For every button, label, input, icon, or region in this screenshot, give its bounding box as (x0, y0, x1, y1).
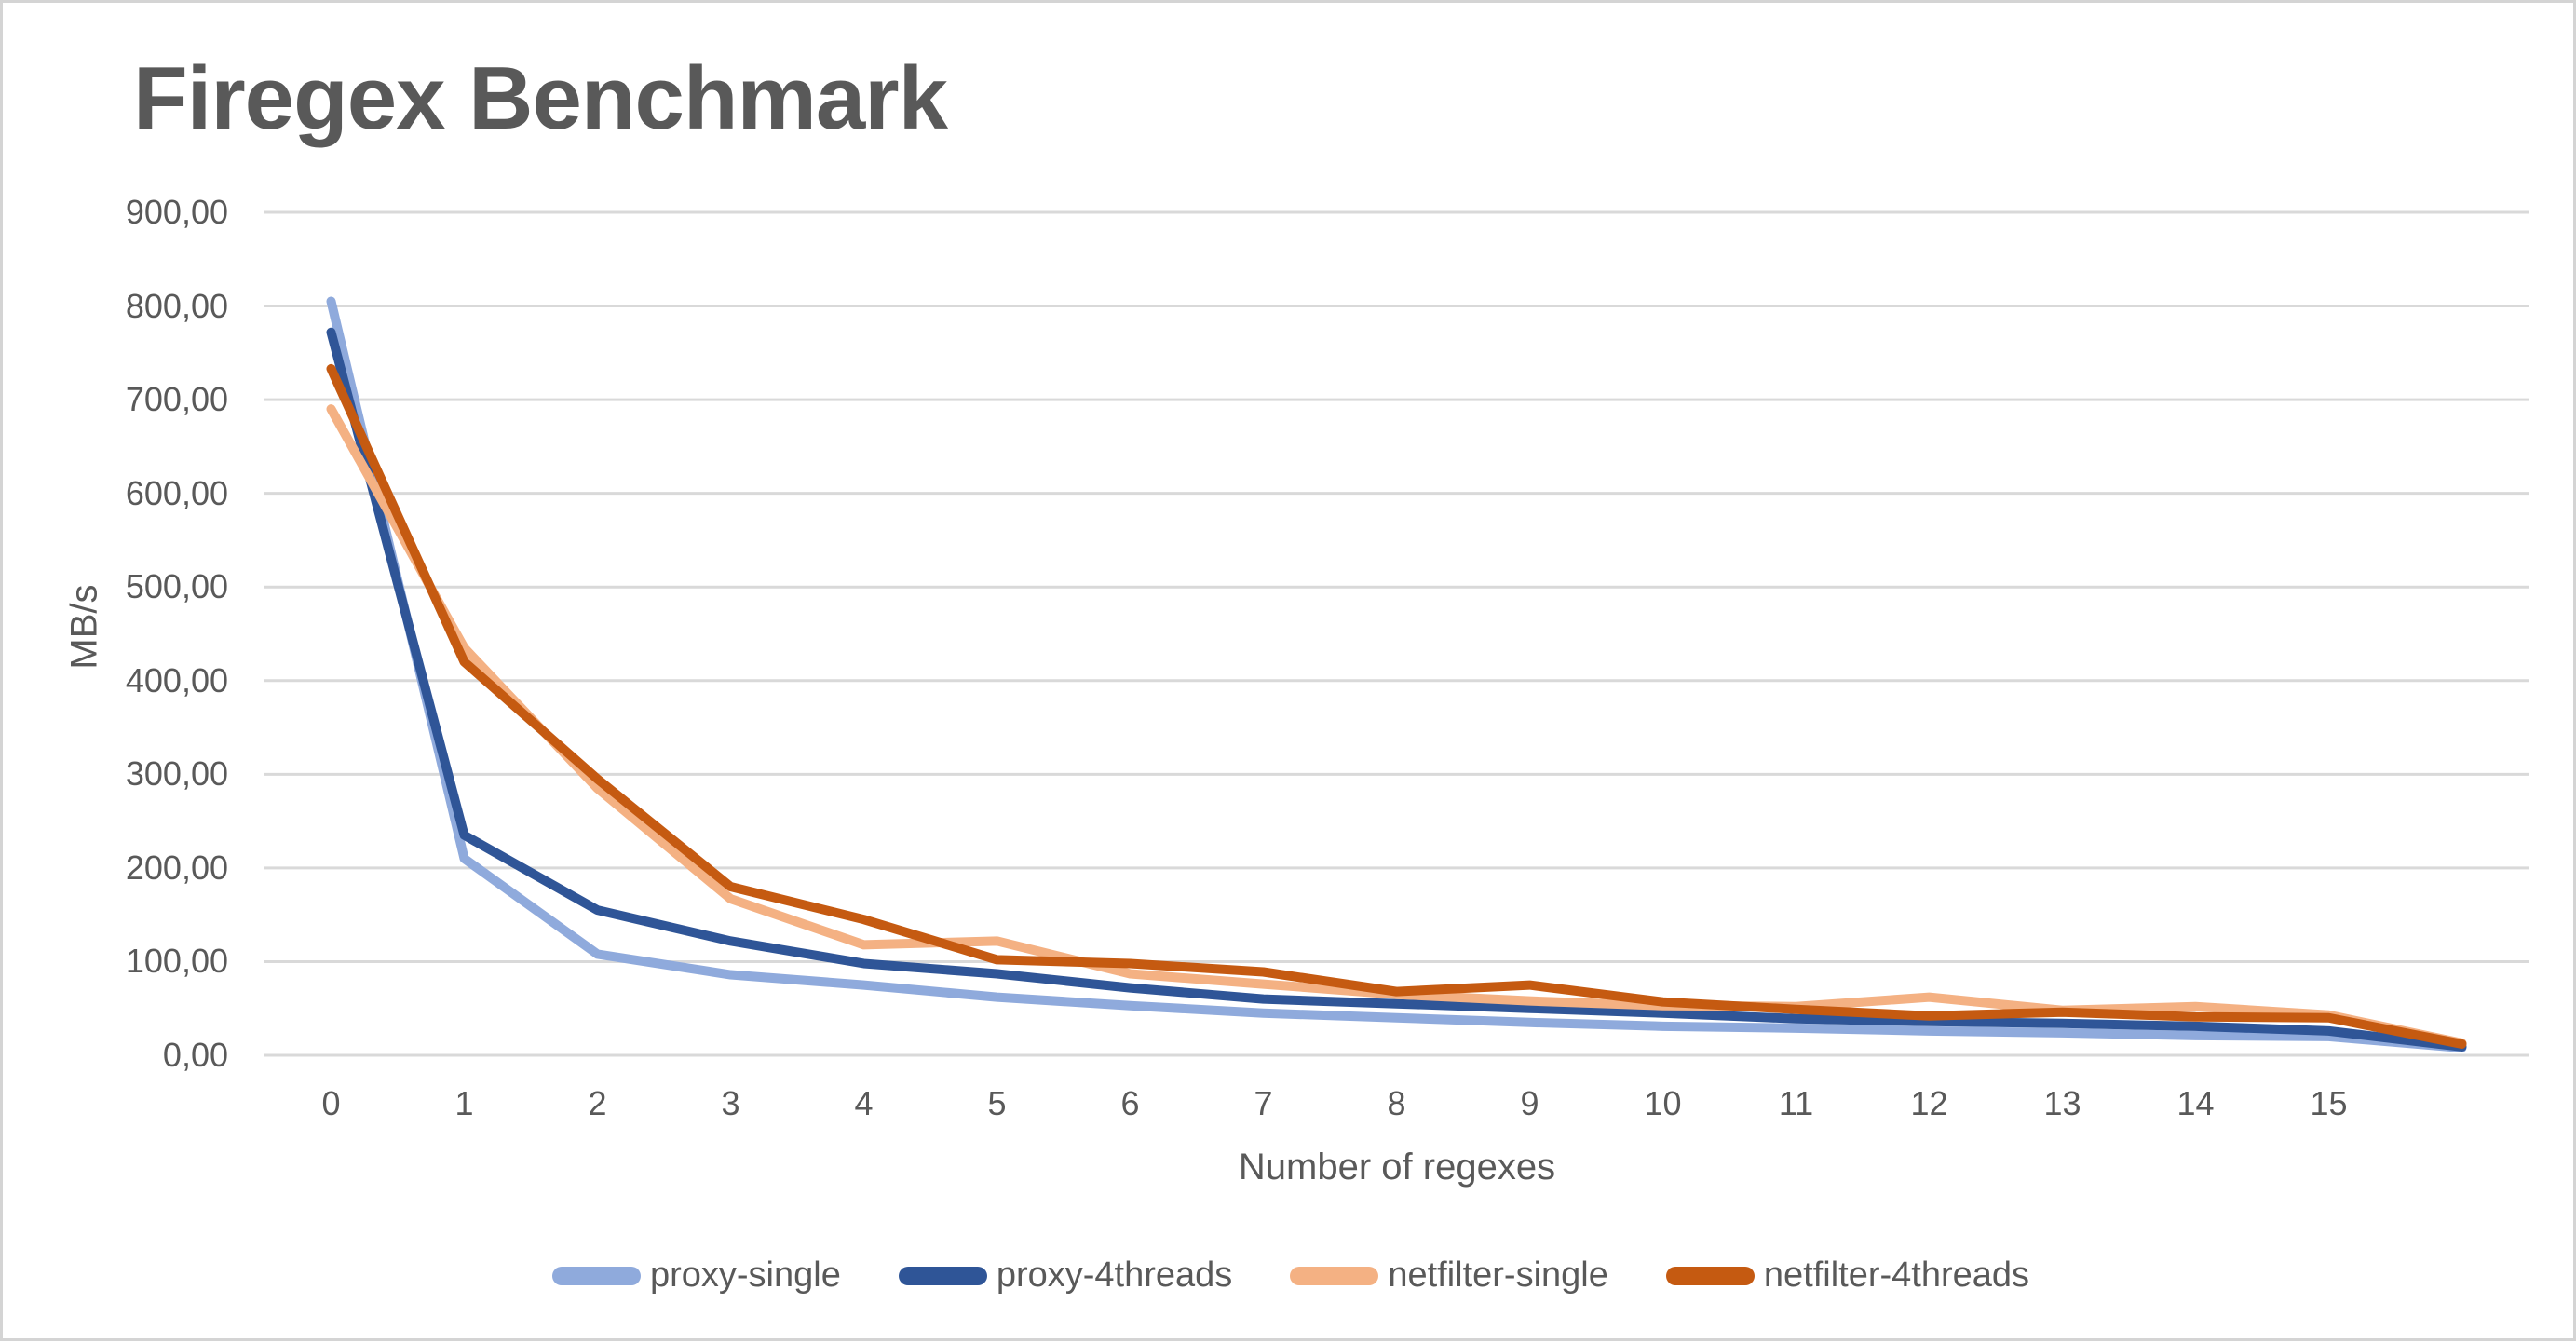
x-tick-label: 14 (2176, 1084, 2215, 1122)
plot-area (264, 210, 2529, 1057)
x-tick-label: 10 (1644, 1084, 1682, 1122)
legend-item-netfilter-single: netfilter-single (1290, 1256, 1608, 1296)
legend-swatch-proxy-4threads (898, 1266, 987, 1285)
x-tick-label: 7 (1254, 1084, 1273, 1122)
x-tick-label: 12 (1910, 1084, 1948, 1122)
legend-swatch-netfilter-4threads (1665, 1266, 1755, 1285)
legend-label: proxy-4threads (996, 1256, 1233, 1295)
y-tick-label: 700,00 (125, 380, 228, 419)
y-tick-label: 100,00 (125, 942, 228, 981)
y-tick-label: 800,00 (125, 286, 228, 325)
chart-title: Firegex Benchmark (133, 48, 948, 148)
x-tick-label: 8 (1387, 1084, 1406, 1122)
legend: proxy-single proxy-4threads netfilter-sing… (3, 1256, 2576, 1296)
y-tick-label: 600,00 (125, 473, 228, 512)
series-line-netfilter-4threads (326, 363, 2467, 1049)
series-lines (326, 296, 2467, 1052)
series-line-proxy-4threads (326, 327, 2467, 1052)
gridlines (264, 210, 2529, 1057)
series-line-netfilter-single (326, 404, 2467, 1048)
x-tick-label: 0 (321, 1084, 341, 1122)
x-tick-label: 4 (854, 1084, 874, 1122)
x-tick-label: 11 (1778, 1084, 1814, 1122)
x-tick-label: 15 (2310, 1084, 2348, 1122)
legend-item-proxy-single: proxy-single (551, 1256, 841, 1296)
legend-swatch-proxy-single (551, 1266, 641, 1285)
legend-item-netfilter-4threads: netfilter-4threads (1665, 1256, 2030, 1296)
y-tick-label: 0,00 (162, 1036, 228, 1074)
legend-swatch-netfilter-single (1290, 1266, 1379, 1285)
x-tick-label: 13 (2043, 1084, 2081, 1122)
x-tick-label: 3 (721, 1084, 740, 1122)
y-tick-label: 300,00 (125, 754, 228, 794)
series-line-proxy-single (326, 296, 2467, 1052)
legend-label: netfilter-single (1388, 1256, 1608, 1295)
legend-label: netfilter-4threads (1763, 1256, 2030, 1295)
legend-label: proxy-single (649, 1256, 841, 1295)
y-tick-label: 400,00 (125, 660, 228, 699)
x-tick-label: 5 (987, 1084, 1007, 1122)
legend-item-proxy-4threads: proxy-4threads (898, 1256, 1233, 1296)
x-axis-title: Number of regexes (1238, 1147, 1556, 1188)
x-tick-label: 2 (588, 1084, 607, 1122)
y-tick-label: 200,00 (125, 848, 228, 887)
y-tick-label: 500,00 (125, 567, 228, 606)
x-tick-label: 9 (1520, 1084, 1539, 1122)
x-tick-label: 1 (454, 1084, 474, 1122)
x-tick-label: 6 (1120, 1084, 1140, 1122)
y-tick-label: 900,00 (125, 193, 228, 231)
